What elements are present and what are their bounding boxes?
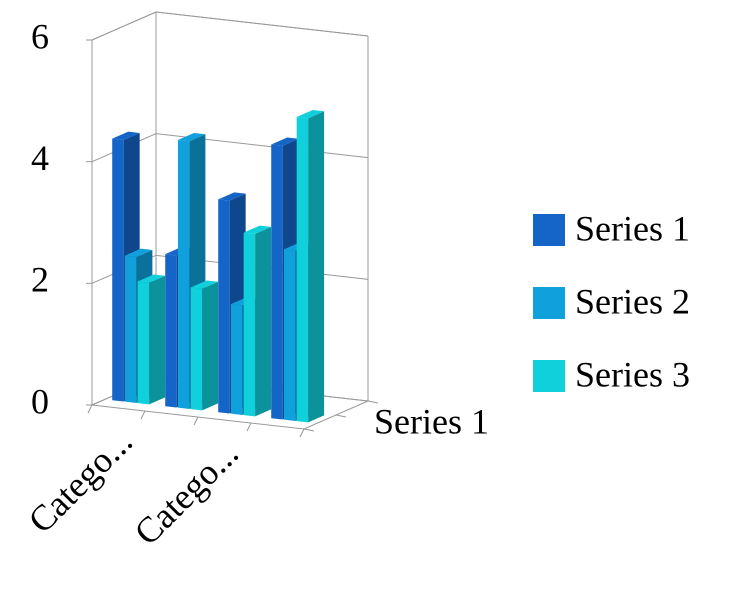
bar-side [149, 275, 166, 405]
bar [124, 255, 137, 403]
bar [283, 249, 296, 421]
bar-top [218, 192, 246, 201]
bar [137, 281, 150, 405]
y-tick-label: 4 [31, 138, 49, 178]
legend-swatch [533, 360, 565, 392]
bar [230, 304, 243, 415]
bar-top [296, 109, 325, 119]
z-tick [303, 428, 315, 432]
bar-top [243, 225, 272, 234]
bar-top [137, 274, 166, 283]
bar-top [177, 133, 206, 142]
bar-side [308, 111, 325, 423]
y-tick-label: 6 [31, 16, 49, 56]
x-tick [246, 422, 252, 432]
bar-top [124, 248, 153, 257]
z-tick [335, 414, 347, 418]
x-tick [299, 428, 305, 438]
legend-label: Series 1 [575, 208, 690, 248]
x-tick-label: Catego... [127, 433, 246, 552]
bar [177, 140, 190, 409]
legend-label: Series 3 [575, 354, 690, 394]
x-tick [87, 404, 93, 414]
legend-swatch [533, 214, 565, 246]
bar [112, 138, 124, 402]
bar [296, 116, 309, 423]
bar-side [202, 281, 219, 411]
bar [218, 199, 230, 414]
grid-line [91, 11, 369, 41]
bar-top [190, 280, 219, 289]
bar [190, 287, 203, 411]
x-tick [140, 410, 146, 420]
bar-top [271, 137, 299, 146]
x-tick-label: Catego... [21, 421, 140, 540]
x-tick [193, 416, 199, 426]
z-tick [367, 400, 379, 404]
z-tick-label: Series 1 [374, 401, 489, 441]
legend-swatch [533, 287, 565, 319]
bar-side [255, 226, 272, 417]
bar-top [112, 131, 140, 140]
bar [165, 254, 177, 408]
y-tick-label: 0 [31, 381, 49, 421]
y-tick-label: 2 [31, 260, 49, 300]
bar [271, 144, 283, 420]
legend-label: Series 2 [575, 281, 690, 321]
bar [243, 232, 256, 417]
